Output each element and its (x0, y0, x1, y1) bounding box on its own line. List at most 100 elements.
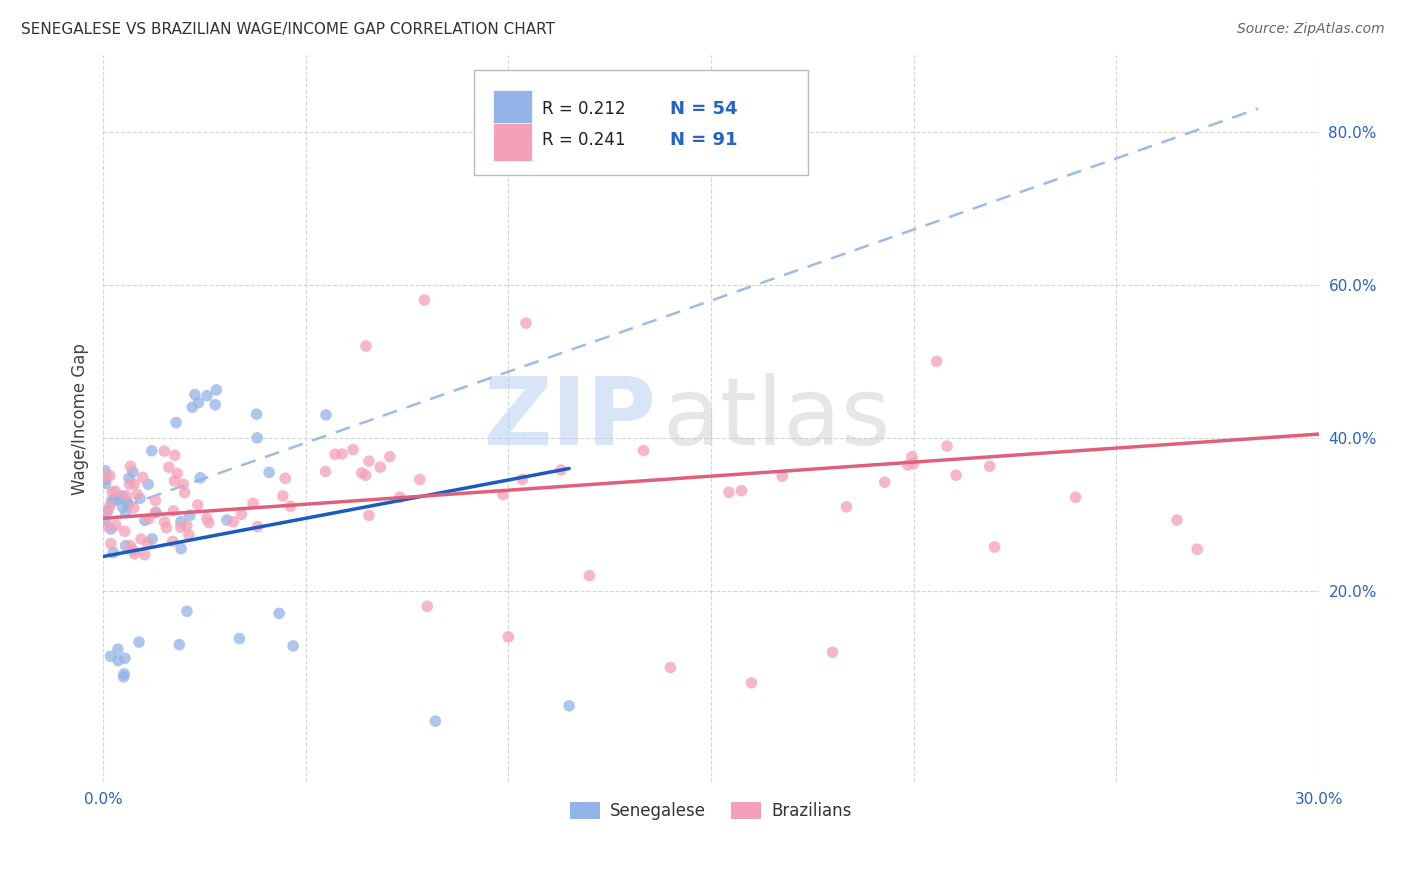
Point (170, 541, 193, 556)
Point (122, 477, 145, 491)
Point (350, 466, 373, 480)
Point (821, 645, 844, 659)
Point (195, 389, 218, 403)
Point (100, 522, 122, 536)
Point (936, 439, 959, 453)
Point (115, 489, 138, 503)
Point (187, 395, 209, 409)
Point (228, 632, 250, 646)
Point (280, 499, 302, 513)
Point (96, 504, 118, 518)
Point (163, 474, 186, 488)
Point (330, 447, 353, 461)
Point (195, 511, 218, 525)
Point (141, 532, 163, 546)
Point (153, 515, 176, 529)
Point (198, 516, 221, 530)
Text: SENEGALESE VS BRAZILIAN WAGE/INCOME GAP CORRELATION CHART: SENEGALESE VS BRAZILIAN WAGE/INCOME GAP … (21, 22, 555, 37)
Point (172, 477, 194, 491)
FancyBboxPatch shape (494, 123, 533, 161)
Point (979, 459, 1001, 474)
Point (145, 506, 167, 520)
Point (578, 568, 600, 582)
Point (357, 508, 380, 523)
Point (162, 534, 184, 549)
Point (314, 465, 336, 479)
Point (550, 463, 572, 477)
Point (873, 475, 896, 490)
Point (103, 546, 125, 560)
Y-axis label: Wage/Income Gap: Wage/Income Gap (72, 343, 89, 495)
Point (111, 489, 134, 503)
Point (128, 635, 150, 649)
Point (173, 485, 195, 500)
FancyBboxPatch shape (494, 90, 533, 128)
Point (124, 547, 146, 561)
Point (94, 464, 117, 478)
Point (231, 508, 253, 522)
Point (187, 498, 209, 512)
Point (114, 506, 136, 520)
Point (983, 540, 1005, 554)
Point (96, 519, 118, 533)
Text: R = 0.241: R = 0.241 (541, 131, 626, 149)
Point (155, 521, 177, 535)
Point (138, 512, 160, 526)
Point (163, 448, 186, 462)
Point (179, 508, 201, 523)
Point (269, 607, 291, 621)
Point (323, 447, 346, 461)
Point (510, 472, 533, 486)
FancyBboxPatch shape (474, 70, 808, 175)
Point (103, 493, 125, 508)
Point (115, 494, 138, 508)
Point (242, 496, 264, 510)
Point (281, 639, 304, 653)
Point (122, 500, 145, 515)
Text: ZIP: ZIP (484, 373, 657, 465)
Point (114, 539, 136, 553)
Point (188, 471, 211, 485)
Point (633, 443, 655, 458)
Point (104, 484, 127, 499)
Point (945, 468, 967, 483)
Point (134, 513, 156, 527)
Text: R = 0.212: R = 0.212 (541, 100, 626, 118)
Point (354, 468, 377, 483)
Point (416, 599, 439, 614)
Point (100, 493, 122, 508)
Point (492, 488, 515, 502)
Point (117, 497, 139, 511)
Point (770, 469, 793, 483)
Point (1185, 542, 1208, 557)
Point (107, 642, 129, 657)
Point (315, 408, 337, 422)
Text: Source: ZipAtlas.com: Source: ZipAtlas.com (1237, 22, 1385, 37)
Point (245, 407, 267, 421)
Point (717, 485, 740, 500)
Point (342, 442, 364, 457)
Point (901, 450, 924, 464)
Text: N = 91: N = 91 (669, 131, 737, 149)
Point (925, 354, 948, 368)
Point (1064, 490, 1087, 504)
Point (136, 535, 159, 549)
Point (413, 293, 436, 307)
Point (378, 450, 401, 464)
Point (222, 515, 245, 529)
Point (354, 339, 377, 353)
Point (205, 383, 228, 397)
Point (97, 504, 120, 518)
Point (740, 676, 762, 690)
Point (94, 514, 117, 528)
Point (181, 401, 204, 415)
Point (166, 467, 188, 481)
Point (204, 398, 226, 412)
Point (120, 459, 142, 474)
Point (132, 470, 155, 484)
Point (409, 473, 432, 487)
Point (114, 651, 136, 665)
Point (162, 504, 184, 518)
Point (271, 489, 294, 503)
Point (98, 468, 121, 483)
